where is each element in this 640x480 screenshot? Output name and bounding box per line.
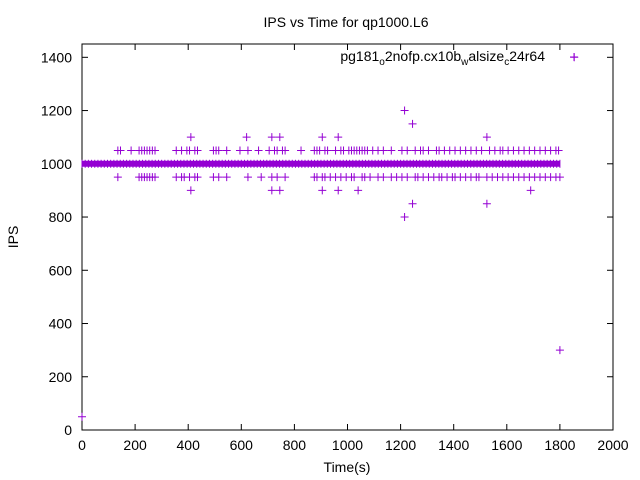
legend-sub-1: o [379, 57, 385, 68]
legend-text-3: alsize [468, 48, 504, 64]
y-tick-label: 1200 [41, 103, 72, 119]
data-point [526, 186, 535, 195]
data-point [323, 146, 332, 155]
data-point [297, 146, 306, 155]
data-point [193, 173, 202, 182]
y-tick-label: 600 [49, 262, 73, 278]
y-tick-label: 800 [49, 209, 73, 225]
data-point [281, 146, 290, 155]
data-point [482, 133, 491, 142]
data-point [334, 133, 343, 142]
data-point [350, 173, 359, 182]
x-tick-label: 2000 [597, 437, 628, 453]
chart-title: IPS vs Time for qp1000.L6 [264, 14, 429, 30]
data-point [235, 146, 244, 155]
x-tick-label: 200 [123, 437, 147, 453]
x-tick-label: 800 [283, 437, 307, 453]
data-point [243, 173, 252, 182]
data-point [222, 173, 231, 182]
legend: pg181o2nofp.cx10bwalsizec24r64 [340, 48, 578, 68]
data-point [116, 146, 125, 155]
data-point [273, 173, 282, 182]
x-tick-label: 1400 [438, 437, 469, 453]
data-point [243, 146, 252, 155]
data-point [334, 186, 343, 195]
data-point [424, 146, 433, 155]
legend-text-2: 2nofp.cx10b [385, 48, 461, 64]
data-point [193, 146, 202, 155]
legend-text-1: pg181 [340, 48, 379, 64]
y-tick-label: 400 [49, 316, 73, 332]
data-point [267, 133, 276, 142]
data-point [222, 146, 231, 155]
x-axis-label: Time(s) [324, 459, 371, 475]
x-axis-ticks: 0 200 400 600 800 1000 1200 1400 1600 1800 2000 [78, 44, 629, 453]
x-tick-label: 1000 [332, 437, 363, 453]
y-tick-label: 200 [49, 369, 73, 385]
data-point [354, 186, 363, 195]
dense-band [81, 159, 561, 168]
data-point [400, 106, 409, 115]
legend-marker-plus [570, 53, 578, 61]
y-tick-label: 1000 [41, 156, 72, 172]
legend-marker [570, 53, 578, 61]
data-point [151, 173, 160, 182]
data-point [127, 146, 136, 155]
data-point [214, 173, 223, 182]
data-point [257, 173, 266, 182]
data-point [403, 173, 412, 182]
x-tick-label: 1800 [544, 437, 575, 453]
data-point [555, 173, 564, 182]
data-point [318, 133, 327, 142]
data-point [275, 186, 284, 195]
data-point [403, 146, 412, 155]
data-point [267, 186, 276, 195]
y-axis-ticks: 0 200 400 600 800 1000 1200 1400 [41, 49, 613, 438]
x-tick-label: 600 [230, 437, 254, 453]
data-point [254, 146, 263, 155]
data-points [78, 53, 579, 421]
data-point [186, 186, 195, 195]
data-point [379, 146, 388, 155]
data-point [400, 213, 409, 222]
data-point [275, 133, 284, 142]
x-tick-label: 1200 [385, 437, 416, 453]
legend-sub-2: w [460, 57, 469, 68]
legend-sub-3: c [504, 57, 509, 68]
legend-label: pg181o2nofp.cx10bwalsizec24r64 [340, 48, 545, 68]
data-point [78, 412, 86, 421]
x-tick-label: 0 [78, 437, 86, 453]
data-point [186, 133, 195, 142]
data-point [408, 199, 417, 208]
data-point [366, 173, 375, 182]
data-point [242, 133, 251, 142]
data-point [477, 146, 486, 155]
y-axis-label: IPS [5, 226, 21, 249]
data-point [214, 146, 223, 155]
data-point [474, 173, 483, 182]
data-point [318, 186, 327, 195]
data-point [379, 173, 388, 182]
legend-text-4: 24r64 [509, 48, 545, 64]
data-point [151, 146, 160, 155]
data-point [281, 173, 290, 182]
data-point [113, 173, 122, 182]
y-tick-label: 1400 [41, 49, 72, 65]
data-point [554, 146, 563, 155]
y-tick-label: 0 [64, 422, 72, 438]
x-tick-label: 400 [177, 437, 201, 453]
data-point [387, 146, 396, 155]
data-point [408, 119, 417, 128]
data-point [482, 199, 491, 208]
data-point [555, 346, 564, 355]
x-tick-label: 1600 [491, 437, 522, 453]
